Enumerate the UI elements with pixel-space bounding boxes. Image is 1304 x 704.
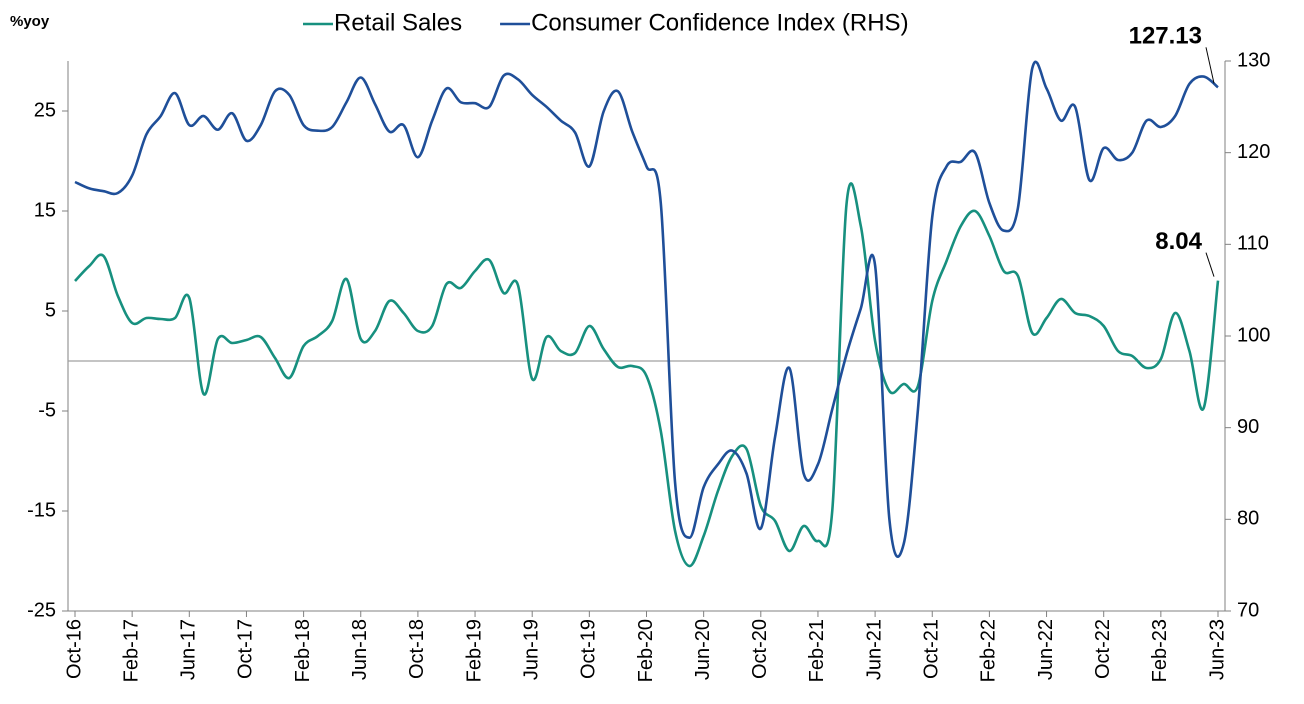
- x-tick-label: Oct-22: [1092, 619, 1114, 679]
- y-tick-label: -25: [27, 599, 56, 621]
- x-tick-label: Oct-18: [406, 619, 428, 679]
- x-tick-label: Feb-20: [635, 619, 657, 682]
- y2-tick-label: 70: [1237, 599, 1259, 621]
- x-tick-label: Jun-20: [692, 619, 714, 680]
- x-tick-label: Feb-19: [463, 619, 485, 682]
- y-tick-label: -5: [38, 399, 56, 421]
- y2-tick-label: 110: [1237, 233, 1269, 255]
- y-tick-label: 5: [45, 299, 56, 321]
- y-axis-label: %yoy: [10, 13, 50, 30]
- x-tick-label: Oct-21: [921, 619, 943, 679]
- leader-line: [1205, 252, 1215, 277]
- y2-tick-label: 120: [1237, 141, 1270, 163]
- y-tick-label: -15: [27, 499, 56, 521]
- x-tick-label: Feb-23: [1149, 619, 1171, 682]
- value-label: 127.13: [1129, 23, 1202, 50]
- value-label: 8.04: [1155, 228, 1202, 255]
- x-tick-label: Oct-17: [235, 619, 257, 679]
- y2-tick-label: 100: [1237, 324, 1270, 346]
- x-tick-label: Jun-19: [520, 619, 542, 680]
- y-tick-label: 25: [34, 99, 56, 121]
- x-tick-label: Jun-17: [178, 619, 200, 680]
- y2-tick-label: 80: [1237, 508, 1259, 530]
- x-tick-label: Jun-18: [349, 619, 371, 680]
- series-line: [74, 182, 1220, 568]
- x-tick-label: Jun-23: [1206, 619, 1228, 680]
- y2-tick-label: 130: [1237, 49, 1270, 71]
- x-tick-label: Feb-22: [978, 619, 1000, 682]
- y2-tick-label: 90: [1237, 416, 1259, 438]
- x-tick-label: Jun-21: [863, 619, 885, 680]
- x-tick-label: Oct-20: [749, 619, 771, 679]
- x-tick-label: Feb-18: [292, 619, 314, 682]
- x-tick-label: Feb-17: [120, 619, 142, 682]
- x-tick-label: Feb-21: [806, 619, 828, 682]
- x-tick-label: Jun-22: [1035, 619, 1057, 680]
- leader-line: [1205, 47, 1215, 84]
- series-line: [74, 60, 1219, 558]
- x-tick-label: Oct-16: [63, 619, 85, 679]
- x-tick-label: Oct-19: [578, 619, 600, 679]
- y-tick-label: 15: [34, 199, 56, 221]
- legend-label: Consumer Confidence Index (RHS): [531, 9, 909, 36]
- legend-label: Retail Sales: [334, 9, 462, 36]
